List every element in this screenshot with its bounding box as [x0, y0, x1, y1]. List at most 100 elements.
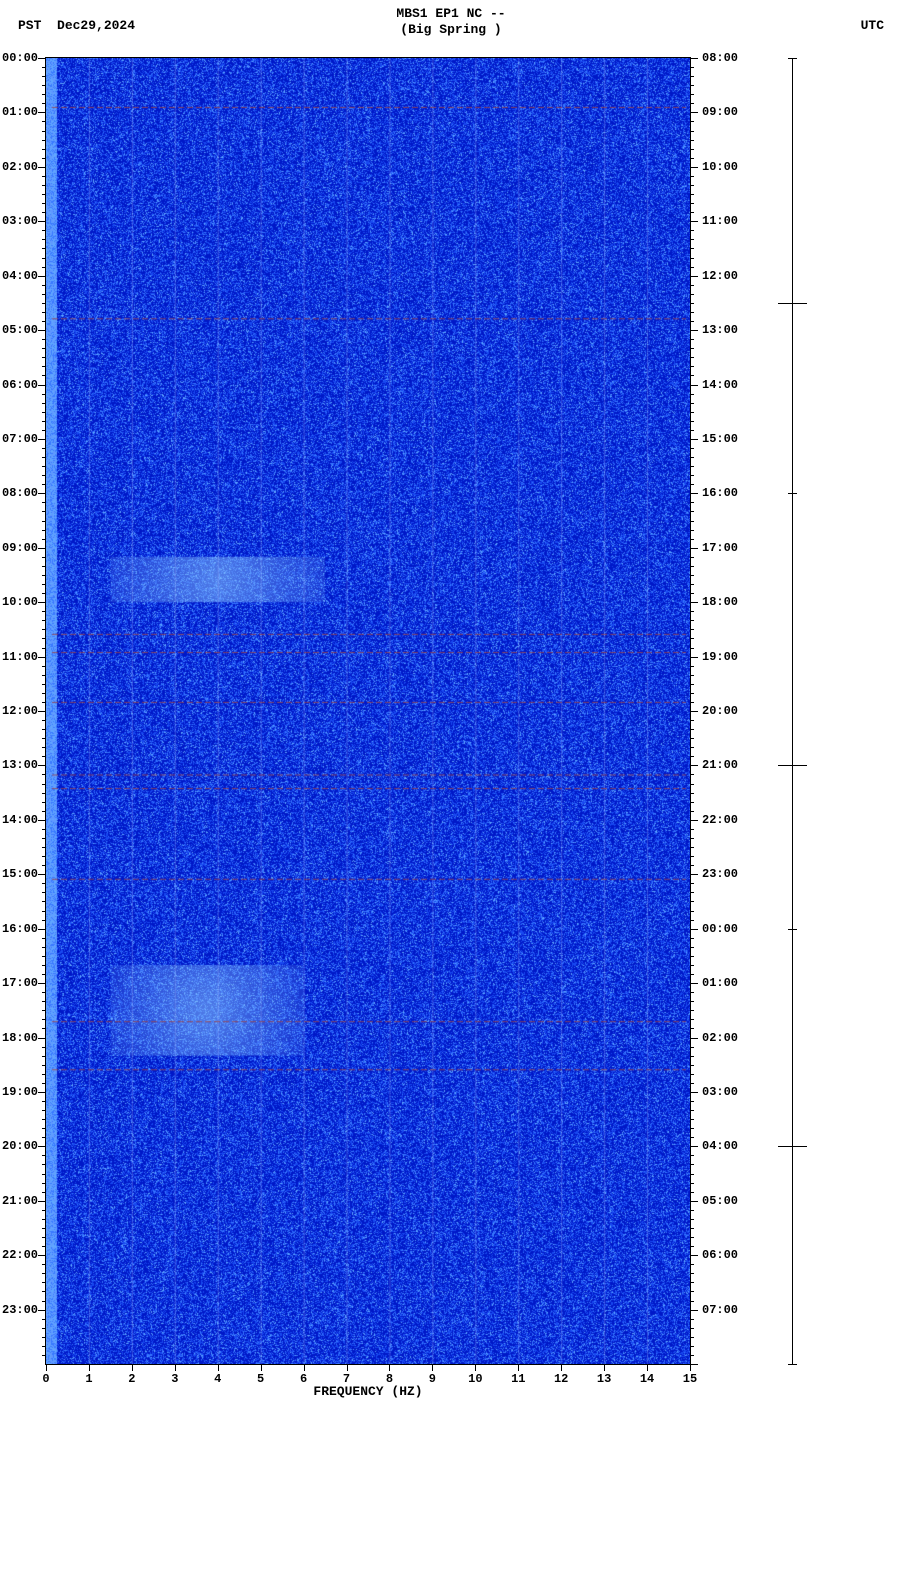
left-minor-tick [42, 638, 46, 639]
left-minor-tick [42, 829, 46, 830]
left-minor-tick [42, 1001, 46, 1002]
right-minor-tick [690, 1246, 694, 1247]
left-minor-tick [42, 421, 46, 422]
right-hour-label: 20:00 [702, 704, 738, 718]
right-minor-tick [690, 521, 694, 522]
left-minor-tick [42, 756, 46, 757]
right-minor-tick [690, 829, 694, 830]
right-minor-tick [690, 557, 694, 558]
left-hour-label: 04:00 [2, 269, 36, 283]
left-minor-tick [42, 230, 46, 231]
x-tick [89, 1364, 90, 1371]
left-minor-tick [42, 1047, 46, 1048]
right-major-tick [690, 112, 698, 113]
right-hour-label: 23:00 [702, 867, 738, 881]
right-major-tick [690, 1364, 698, 1365]
x-tick [347, 1364, 348, 1371]
right-major-tick [690, 874, 698, 875]
left-major-tick [38, 1146, 46, 1147]
right-major-tick [690, 330, 698, 331]
right-hour-label: 06:00 [702, 1248, 738, 1262]
right-minor-tick [690, 738, 694, 739]
right-hour-label: 19:00 [702, 650, 738, 664]
x-tick [218, 1364, 219, 1371]
left-major-tick [38, 548, 46, 549]
right-minor-tick [690, 1074, 694, 1075]
x-tick [175, 1364, 176, 1371]
left-minor-tick [42, 511, 46, 512]
right-minor-tick [690, 1319, 694, 1320]
right-major-tick [690, 711, 698, 712]
left-major-tick [38, 439, 46, 440]
left-minor-tick [42, 1128, 46, 1129]
left-minor-tick [42, 185, 46, 186]
right-major-tick [690, 548, 698, 549]
left-minor-tick [42, 738, 46, 739]
left-major-tick [38, 1038, 46, 1039]
right-minor-tick [690, 530, 694, 531]
right-minor-tick [690, 67, 694, 68]
left-minor-tick [42, 1010, 46, 1011]
right-minor-tick [690, 230, 694, 231]
left-minor-tick [42, 938, 46, 939]
left-minor-tick [42, 793, 46, 794]
right-marker-major [788, 1364, 797, 1365]
x-tick [261, 1364, 262, 1371]
left-minor-tick [42, 1065, 46, 1066]
right-minor-tick [690, 131, 694, 132]
x-tick [46, 1364, 47, 1371]
right-minor-tick [690, 1164, 694, 1165]
left-minor-tick [42, 203, 46, 204]
left-minor-tick [42, 666, 46, 667]
left-minor-tick [42, 802, 46, 803]
x-tick [132, 1364, 133, 1371]
left-hour-label: 14:00 [2, 813, 36, 827]
right-major-tick [690, 602, 698, 603]
right-hour-label: 11:00 [702, 214, 738, 228]
left-minor-tick [42, 1282, 46, 1283]
right-minor-tick [690, 1264, 694, 1265]
left-hour-label: 15:00 [2, 867, 36, 881]
right-minor-tick [690, 956, 694, 957]
right-minor-tick [690, 1174, 694, 1175]
left-minor-tick [42, 1301, 46, 1302]
left-minor-tick [42, 1174, 46, 1175]
left-major-tick [38, 602, 46, 603]
right-marker-major [788, 929, 797, 930]
right-hour-label: 07:00 [702, 1303, 738, 1317]
left-minor-tick [42, 920, 46, 921]
left-minor-tick [42, 85, 46, 86]
left-minor-tick [42, 1110, 46, 1111]
right-minor-tick [690, 774, 694, 775]
right-minor-tick [690, 684, 694, 685]
left-major-tick [38, 112, 46, 113]
right-minor-tick [690, 121, 694, 122]
left-minor-tick [42, 1346, 46, 1347]
left-minor-tick [42, 239, 46, 240]
x-tick [604, 1364, 605, 1371]
right-minor-tick [690, 1228, 694, 1229]
right-minor-tick [690, 430, 694, 431]
right-minor-tick [690, 321, 694, 322]
left-minor-tick [42, 620, 46, 621]
left-minor-tick [42, 1028, 46, 1029]
right-minor-tick [690, 693, 694, 694]
left-minor-tick [42, 1228, 46, 1229]
x-tick [690, 1364, 691, 1371]
right-minor-tick [690, 511, 694, 512]
right-minor-tick [690, 176, 694, 177]
left-minor-tick [42, 285, 46, 286]
left-major-tick [38, 1092, 46, 1093]
right-hour-label: 14:00 [702, 378, 738, 392]
left-minor-tick [42, 693, 46, 694]
right-minor-tick [690, 185, 694, 186]
left-hour-label: 02:00 [2, 160, 36, 174]
left-minor-tick [42, 1328, 46, 1329]
right-minor-tick [690, 566, 694, 567]
right-hour-label: 10:00 [702, 160, 738, 174]
left-minor-tick [42, 1219, 46, 1220]
right-minor-tick [690, 421, 694, 422]
left-minor-tick [42, 158, 46, 159]
left-minor-tick [42, 94, 46, 95]
left-minor-tick [42, 1319, 46, 1320]
